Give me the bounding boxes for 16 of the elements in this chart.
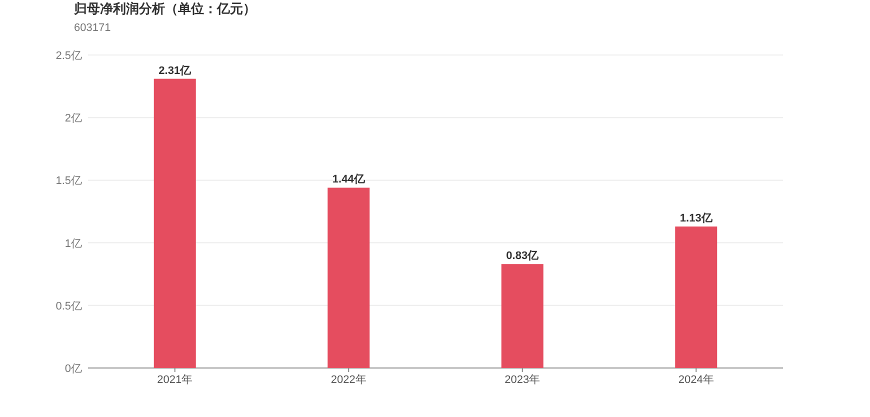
xtick: 2022年 xyxy=(330,374,366,386)
value-label: 1.44亿 xyxy=(332,174,365,186)
ytick: 0亿 xyxy=(64,363,82,375)
ytick: 0.5亿 xyxy=(56,300,82,312)
xtick: 2024年 xyxy=(678,374,714,386)
xtick: 2023年 xyxy=(504,374,540,386)
ytick: 2亿 xyxy=(64,112,82,125)
title: 归母净利润分析（单位：亿元） xyxy=(74,1,256,16)
value-label: 1.13亿 xyxy=(680,212,712,225)
value-label: 0.83亿 xyxy=(506,250,539,262)
ytick: 2.5亿 xyxy=(56,50,82,62)
ytick: 1.5亿 xyxy=(56,175,82,188)
ytick: 1亿 xyxy=(64,238,82,250)
xtick: 2021年 xyxy=(157,374,193,386)
subtitle: 603171 xyxy=(74,22,111,34)
value-label: 2.31亿 xyxy=(158,64,192,77)
